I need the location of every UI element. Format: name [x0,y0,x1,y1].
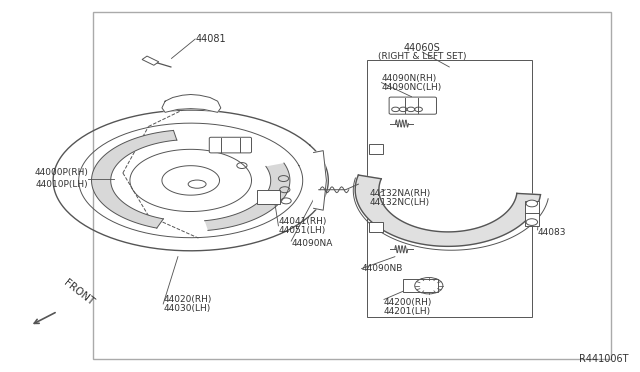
Bar [257,190,280,204]
Polygon shape [92,131,177,228]
FancyBboxPatch shape [209,137,252,153]
Text: 44201(LH): 44201(LH) [384,307,431,316]
Text: 44090NA: 44090NA [291,239,333,248]
Polygon shape [205,163,290,230]
Text: 44000P(RH): 44000P(RH) [35,169,88,177]
Bar [369,144,383,154]
Text: 44200(RH): 44200(RH) [384,298,433,307]
Text: 44090N(RH): 44090N(RH) [381,74,436,83]
Text: 44081: 44081 [195,34,226,44]
Text: FRONT: FRONT [62,278,96,308]
Text: 44132NA(RH): 44132NA(RH) [370,189,431,198]
Polygon shape [355,175,540,246]
Bar [142,56,159,65]
Text: 44090NB: 44090NB [362,264,403,273]
Bar [525,201,539,226]
Text: 44060S: 44060S [404,43,441,52]
Bar [369,222,383,232]
Polygon shape [314,151,326,210]
Text: (RIGHT & LEFT SET): (RIGHT & LEFT SET) [378,52,467,61]
Text: 44090NC(LH): 44090NC(LH) [381,83,442,92]
Text: 44083: 44083 [538,228,566,237]
Text: R441006T: R441006T [579,354,628,364]
Text: 44051(LH): 44051(LH) [278,226,326,235]
Text: 44132NC(LH): 44132NC(LH) [370,198,430,207]
Polygon shape [162,94,221,112]
Circle shape [526,219,538,225]
Bar [93,12,611,359]
Text: 44041(RH): 44041(RH) [278,217,327,226]
FancyBboxPatch shape [389,97,436,114]
Text: 44020(RH): 44020(RH) [163,295,212,304]
Bar [403,279,438,292]
Text: 44010P(LH): 44010P(LH) [36,180,88,189]
Circle shape [526,200,538,207]
Bar [367,60,532,317]
Text: 44030(LH): 44030(LH) [163,304,211,313]
